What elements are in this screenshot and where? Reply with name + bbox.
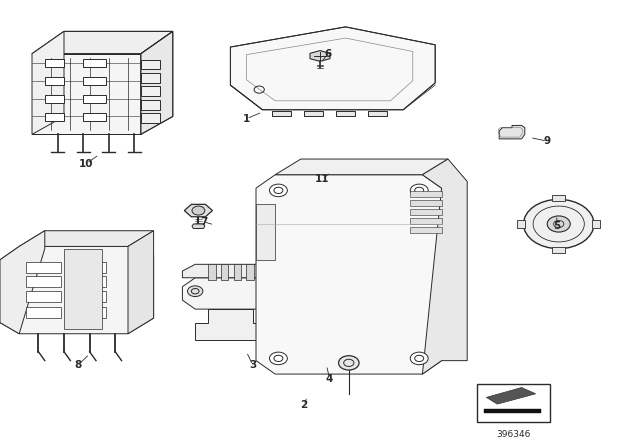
Polygon shape (182, 264, 278, 278)
Polygon shape (230, 27, 435, 110)
Polygon shape (552, 247, 565, 253)
Polygon shape (486, 388, 536, 404)
Polygon shape (256, 175, 442, 374)
Polygon shape (141, 100, 160, 110)
Circle shape (188, 286, 203, 297)
Text: 9: 9 (543, 136, 551, 146)
Polygon shape (499, 125, 525, 139)
Text: 3: 3 (249, 360, 257, 370)
Polygon shape (45, 77, 64, 85)
Polygon shape (83, 77, 106, 85)
Polygon shape (70, 291, 106, 302)
Polygon shape (182, 278, 278, 309)
Polygon shape (32, 31, 64, 134)
Circle shape (328, 169, 339, 177)
Polygon shape (19, 231, 154, 246)
Polygon shape (234, 264, 241, 280)
Polygon shape (141, 86, 160, 96)
Polygon shape (141, 60, 160, 69)
Polygon shape (64, 249, 102, 329)
Polygon shape (141, 113, 160, 123)
Polygon shape (325, 168, 342, 178)
Polygon shape (26, 307, 61, 318)
Circle shape (192, 206, 205, 215)
Polygon shape (26, 291, 61, 302)
Polygon shape (256, 204, 275, 260)
Circle shape (269, 184, 287, 197)
Polygon shape (195, 309, 266, 340)
Polygon shape (310, 51, 330, 61)
Polygon shape (83, 59, 106, 67)
Polygon shape (410, 218, 442, 224)
Text: 396346: 396346 (497, 430, 531, 439)
Polygon shape (45, 59, 64, 67)
Polygon shape (26, 262, 61, 273)
Polygon shape (141, 31, 173, 134)
Polygon shape (484, 409, 541, 413)
Polygon shape (410, 227, 442, 233)
Polygon shape (0, 246, 154, 334)
Polygon shape (32, 31, 173, 54)
Polygon shape (336, 111, 355, 116)
Polygon shape (272, 111, 291, 116)
Polygon shape (304, 111, 323, 116)
Text: 2: 2 (300, 401, 308, 410)
Polygon shape (275, 159, 448, 175)
Polygon shape (0, 231, 45, 334)
Polygon shape (410, 209, 442, 215)
Polygon shape (410, 191, 442, 197)
Polygon shape (192, 224, 205, 228)
Circle shape (547, 216, 570, 232)
Polygon shape (184, 204, 212, 217)
Polygon shape (552, 195, 565, 201)
Text: 10: 10 (79, 159, 93, 168)
Polygon shape (422, 159, 467, 374)
Circle shape (339, 356, 359, 370)
Text: 8: 8 (74, 360, 82, 370)
Polygon shape (246, 264, 254, 280)
Text: 6: 6 (324, 49, 332, 59)
Polygon shape (368, 111, 387, 116)
Polygon shape (208, 264, 216, 280)
Circle shape (410, 352, 428, 365)
Polygon shape (45, 113, 64, 121)
Polygon shape (221, 264, 228, 280)
Polygon shape (410, 200, 442, 206)
Circle shape (524, 199, 594, 249)
Text: 1: 1 (243, 114, 250, 124)
Polygon shape (128, 231, 154, 334)
Polygon shape (70, 276, 106, 287)
Polygon shape (45, 95, 64, 103)
Text: 4: 4 (326, 374, 333, 383)
Polygon shape (517, 220, 525, 228)
Polygon shape (32, 54, 141, 134)
Polygon shape (70, 262, 106, 273)
Circle shape (410, 184, 428, 197)
Text: 5: 5 (553, 221, 561, 231)
Polygon shape (26, 276, 61, 287)
Text: 7: 7 (200, 217, 207, 227)
Polygon shape (70, 307, 106, 318)
Circle shape (269, 352, 287, 365)
Bar (477, 384, 550, 422)
Text: 11: 11 (315, 174, 329, 184)
Polygon shape (141, 73, 160, 83)
Polygon shape (83, 95, 106, 103)
Polygon shape (83, 113, 106, 121)
Polygon shape (592, 220, 600, 228)
Polygon shape (266, 316, 278, 340)
